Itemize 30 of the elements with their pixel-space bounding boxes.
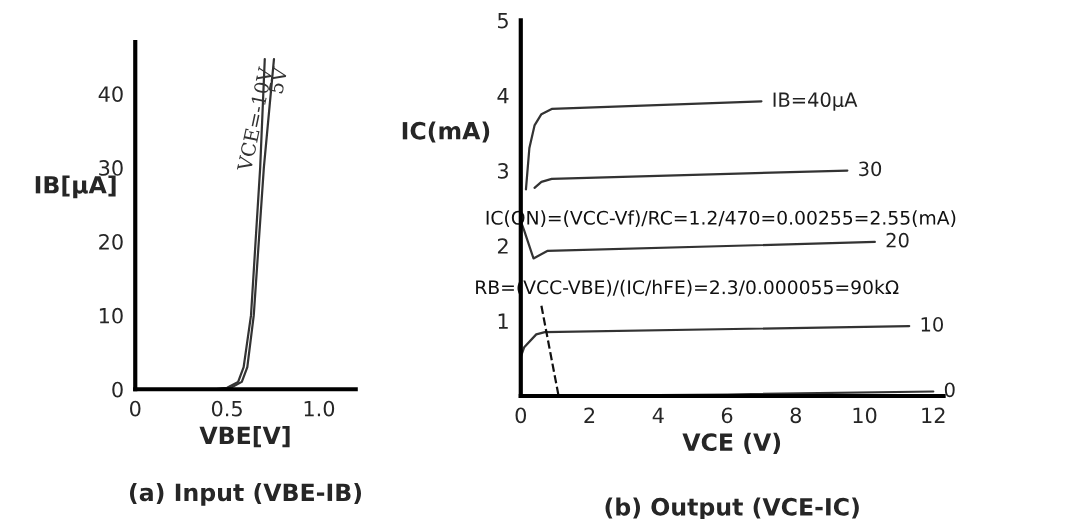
y-axis-title: IC(mA) [402, 121, 490, 143]
x-tick-label: 0.5 [211, 400, 242, 417]
y-tick-label: 2 [497, 238, 508, 254]
y-tick-label: 20 [99, 233, 123, 250]
x-tick-label: 2 [584, 407, 595, 423]
x-tick-label: 10 [853, 407, 877, 424]
y-tick-label: 10 [99, 307, 123, 324]
y-tick-label: 1 [498, 313, 508, 329]
series-label: 20 [886, 232, 909, 248]
x-tick-label: 6 [721, 407, 733, 424]
series-label: 0 [944, 382, 955, 398]
y-tick-label: 5 [498, 12, 508, 29]
x-tick-label: 4 [652, 407, 664, 423]
y-tick-label: 40 [98, 86, 123, 102]
x-axis-title: VCE (V) [682, 432, 781, 454]
y-tick-label: 30 [99, 160, 123, 176]
x-tick-label: 8 [790, 407, 801, 424]
y-axis-title: IB[μA] [35, 175, 116, 199]
text: (a) Input (VBE-IB) [129, 483, 362, 506]
x-axis-title: VBE[V] [199, 426, 290, 448]
series-label: IB=40μA [773, 92, 858, 111]
x-tick-label: 1.0 [304, 400, 335, 417]
x-tick-label: 0 [515, 407, 527, 424]
series-label: 30 [859, 161, 882, 177]
series-label: 10 [921, 317, 943, 332]
y-tick-label: 0 [112, 381, 123, 398]
x-tick-label: 0 [130, 400, 141, 417]
x-tick-label: 12 [922, 407, 945, 423]
y-tick-label: 4 [497, 88, 509, 104]
y-tick-label: 3 [498, 163, 508, 179]
